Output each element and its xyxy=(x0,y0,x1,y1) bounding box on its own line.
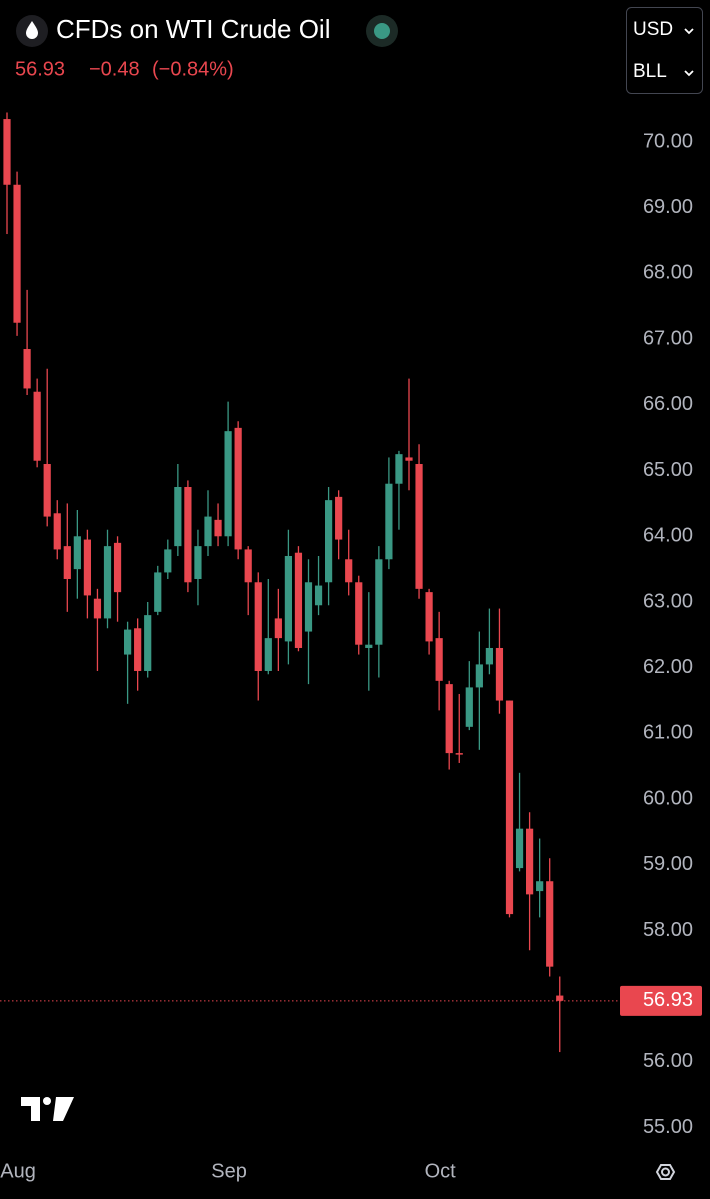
candle-body xyxy=(485,647,493,665)
candle-body xyxy=(23,349,31,389)
candle-body xyxy=(335,496,343,540)
candle-body xyxy=(204,516,212,547)
candle-body xyxy=(103,546,112,619)
candle-body xyxy=(3,119,11,185)
y-tick-label: 65.00 xyxy=(643,459,693,481)
candle-body xyxy=(546,881,554,967)
candle-body xyxy=(63,546,71,579)
candle-body xyxy=(254,582,262,671)
candle-body xyxy=(345,559,353,583)
candle-body xyxy=(284,555,292,642)
candle-body xyxy=(495,647,504,701)
candle-body xyxy=(234,427,242,550)
candle-body xyxy=(93,598,102,619)
y-tick-label: 56.00 xyxy=(643,1050,693,1072)
y-tick-label: 67.00 xyxy=(643,327,693,349)
candle-body xyxy=(43,464,51,517)
candle-body xyxy=(154,572,162,612)
candle-body xyxy=(445,684,453,754)
unit-select[interactable]: BLL xyxy=(633,61,667,82)
candle-body xyxy=(244,549,252,583)
y-tick-label: 62.00 xyxy=(643,656,693,678)
candle-body xyxy=(365,644,373,648)
candle-body xyxy=(83,539,91,596)
candle-body xyxy=(13,184,21,323)
candle-body xyxy=(465,687,473,727)
settings-icon[interactable] xyxy=(655,1164,676,1180)
candle-body xyxy=(314,585,323,606)
candle-body xyxy=(294,552,303,648)
x-tick-label: Aug xyxy=(0,1160,36,1182)
status-dot xyxy=(374,23,390,39)
currency-select[interactable]: USD xyxy=(633,19,673,40)
y-tick-label: 58.00 xyxy=(643,919,693,941)
y-tick-label: 70.00 xyxy=(643,130,693,152)
x-tick-label: Oct xyxy=(425,1160,457,1182)
candle-body xyxy=(405,457,413,461)
y-tick-label: 55.00 xyxy=(643,1116,693,1138)
candle-body xyxy=(475,664,483,688)
candle-body xyxy=(536,881,544,892)
candle-body xyxy=(174,487,182,547)
y-tick-label: 66.00 xyxy=(643,393,693,415)
candle-body xyxy=(375,559,383,645)
candle-body xyxy=(556,995,564,1001)
change-percent: (−0.84%) xyxy=(152,58,234,80)
tradingview-logo xyxy=(21,1097,74,1121)
candle-body xyxy=(395,454,403,484)
candle-body xyxy=(415,464,423,589)
candle-body xyxy=(435,638,443,681)
candle-body xyxy=(214,519,222,537)
change: −0.48 xyxy=(89,58,140,80)
last-price-tag xyxy=(620,985,702,1016)
y-tick-label: 69.00 xyxy=(643,196,693,218)
oil-drop xyxy=(26,21,38,39)
candle-body xyxy=(515,828,524,869)
candle-body xyxy=(425,592,433,642)
candle-body xyxy=(164,549,172,573)
candle-body xyxy=(144,615,152,671)
y-tick-label: 61.00 xyxy=(643,722,693,744)
candle-body xyxy=(73,536,81,570)
dropdown-arrow xyxy=(684,28,694,35)
last-price-label: 56.93 xyxy=(643,989,693,1011)
candle-body xyxy=(134,628,142,671)
candle-body xyxy=(325,500,333,583)
candle-body xyxy=(33,391,41,461)
chart-title: CFDs on WTI Crude Oil xyxy=(56,14,331,44)
candle-body xyxy=(53,513,61,550)
y-tick-label: 63.00 xyxy=(643,590,693,612)
y-tick-label: 68.00 xyxy=(643,262,693,284)
y-tick-label: 59.00 xyxy=(643,853,693,875)
y-tick-label: 64.00 xyxy=(643,525,693,547)
candle-body xyxy=(526,828,534,895)
candle-body xyxy=(505,700,514,915)
candle-body xyxy=(274,618,282,639)
candle-body xyxy=(455,753,463,755)
candle-body xyxy=(355,582,363,645)
candle-body xyxy=(184,487,192,583)
y-tick-label: 60.00 xyxy=(643,787,693,809)
candle-body xyxy=(124,629,132,655)
candle-body xyxy=(113,542,122,593)
candle-body xyxy=(304,582,313,632)
x-tick-label: Sep xyxy=(211,1160,247,1182)
unit-selector[interactable] xyxy=(626,7,703,94)
candle-body xyxy=(385,483,393,560)
dropdown-arrow xyxy=(684,70,694,77)
candle-body xyxy=(264,638,272,671)
price: 56.93 xyxy=(15,58,65,80)
candle-body xyxy=(224,431,232,537)
candle-body xyxy=(194,546,202,579)
